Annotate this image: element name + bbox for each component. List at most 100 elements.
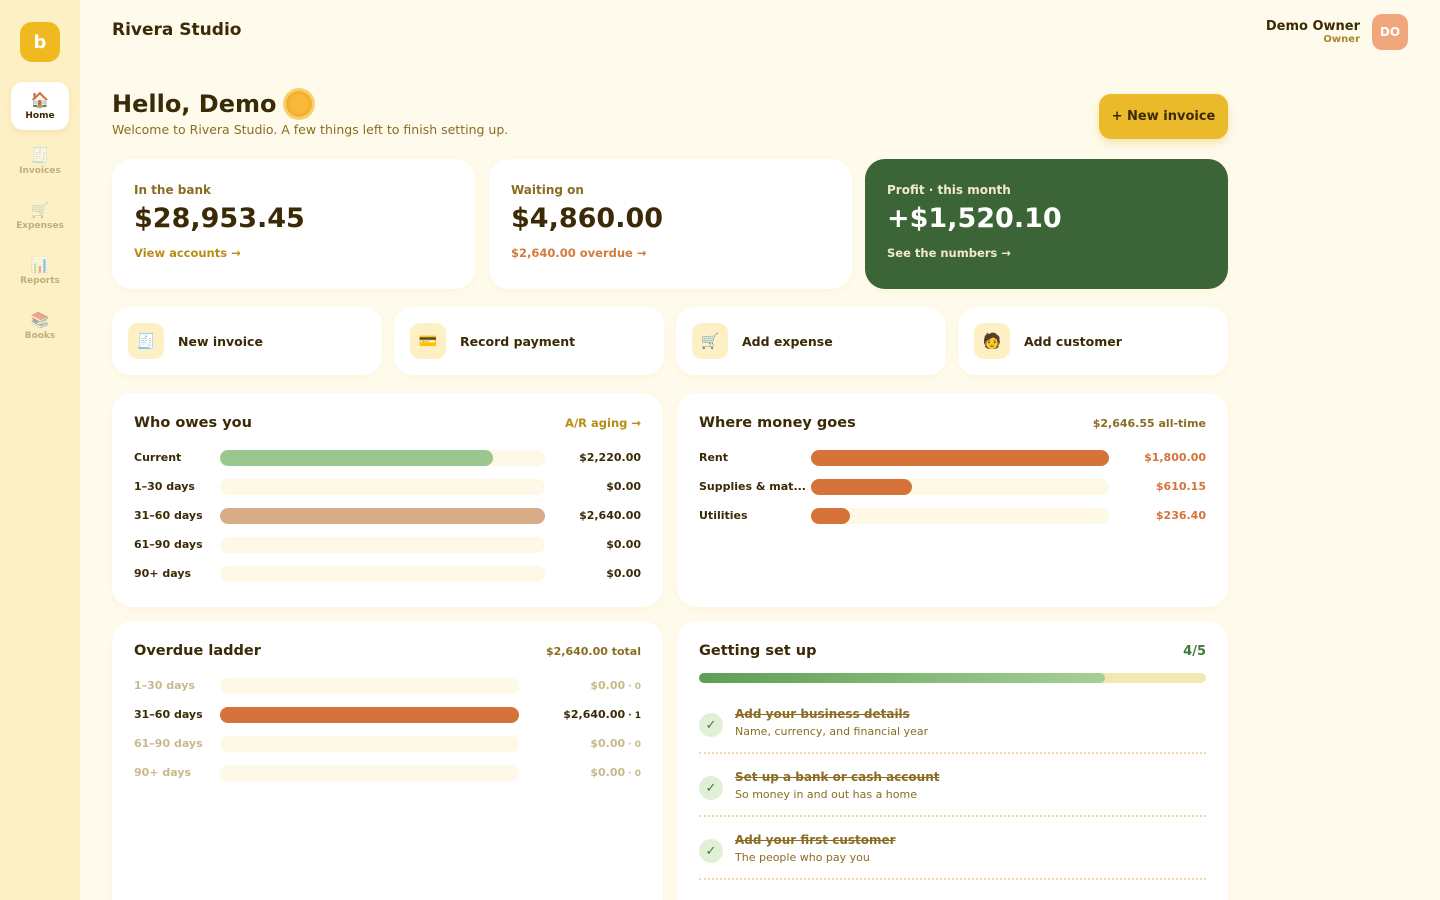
business-name: Rivera Studio	[112, 20, 242, 40]
panel-title: Where money goes	[699, 415, 856, 431]
new-invoice-action[interactable]: 🧾 New invoice	[112, 307, 382, 375]
amount-value: $236.40	[1155, 509, 1206, 522]
amount-value: $0.00	[590, 766, 626, 779]
amount-value: $610.15	[1155, 480, 1206, 493]
amount-value: $2,640.00	[563, 708, 626, 721]
sidebar-item-home[interactable]: 🏠 Home	[11, 82, 69, 130]
row-amount: $0.00	[545, 538, 641, 551]
bank-balance-card: In the bank $28,953.45 View accounts →	[112, 159, 475, 289]
ladder-row: 1–30 days $0.00 · 0	[134, 671, 641, 700]
stat-value: $4,860.00	[511, 203, 664, 234]
overdue-link[interactable]: $2,640.00 overdue →	[511, 246, 647, 260]
record-payment-action[interactable]: 💳 Record payment	[394, 307, 664, 375]
bar-fill	[811, 507, 851, 524]
stat-label: In the bank	[134, 183, 211, 197]
all-time-total: $2,646.55 all-time	[1092, 416, 1206, 430]
person-icon: 🧑	[974, 323, 1010, 359]
row-amount: $0.00	[545, 480, 641, 493]
sidebar-item-label: Books	[24, 331, 56, 341]
setup-panel: Getting set up 4/5 ✓ Add your business de…	[677, 621, 1228, 900]
sidebar-item-invoices[interactable]: 🧾 Invoices	[11, 137, 69, 185]
invoice-icon: 🧾	[128, 323, 164, 359]
row-label: 31–60 days	[134, 509, 203, 522]
row-amount: $236.40	[1109, 509, 1206, 522]
new-invoice-button[interactable]: + New invoice	[1099, 94, 1228, 139]
user-menu[interactable]: Demo Owner Owner DO	[1266, 14, 1408, 50]
row-label: Current	[134, 451, 182, 464]
profit-card: Profit · this month +$1,520.10 See the n…	[865, 159, 1228, 289]
page-subtitle: Welcome to Rivera Studio. A few things l…	[112, 122, 509, 137]
setup-progress-bar	[699, 673, 1206, 683]
step-title: Set up a bank or cash account	[735, 770, 940, 784]
check-icon: ✓	[699, 713, 723, 737]
bar-fill	[811, 478, 912, 495]
bar-fill	[220, 449, 494, 466]
aging-row: Current $2,220.00	[134, 443, 641, 472]
check-icon: ✓	[699, 776, 723, 800]
receivables-panel: Who owes you A/R aging → Current $2,220.0…	[112, 393, 663, 607]
stat-label: Waiting on	[511, 183, 584, 197]
cart-icon: 🛒	[30, 201, 50, 219]
sidebar-item-expenses[interactable]: 🛒 Expenses	[11, 192, 69, 240]
avatar[interactable]: DO	[1372, 14, 1408, 50]
ladder-row: 31–60 days $2,640.00 · 1	[134, 700, 641, 729]
action-label: Add expense	[742, 333, 833, 349]
sidebar-item-books[interactable]: 📚 Books	[11, 302, 69, 350]
invoice-count: · 1	[628, 711, 641, 721]
app-logo[interactable]: b	[20, 22, 60, 62]
step-text: Add your business details Name, currency,…	[735, 707, 928, 738]
add-customer-action[interactable]: 🧑 Add customer	[958, 307, 1228, 375]
panel-title: Overdue ladder	[134, 643, 261, 659]
sidebar-item-label: Home	[25, 111, 55, 121]
row-label: 1–30 days	[134, 480, 195, 493]
bar-fill	[811, 449, 1109, 466]
amount-value: $0.00	[590, 679, 626, 692]
view-accounts-link[interactable]: View accounts →	[134, 246, 241, 260]
panel-title: Getting set up	[699, 643, 817, 659]
setup-progress-fill	[699, 673, 1105, 683]
bar-fill	[220, 706, 519, 723]
greeting: Hello, Demo Welcome to Rivera Studio. A …	[112, 90, 508, 137]
bar-track	[220, 764, 519, 781]
aging-row: 31–60 days $2,640.00	[134, 501, 641, 530]
setup-step[interactable]: ✓ Set up a bank or cash account So money i…	[699, 754, 1206, 817]
setup-step[interactable]: ✓ Add your business details Name, currency…	[699, 691, 1206, 754]
row-label: 1–30 days	[134, 679, 195, 692]
add-expense-action[interactable]: 🛒 Add expense	[676, 307, 946, 375]
step-title: Add your first customer	[735, 833, 896, 847]
invoice-icon: 🧾	[30, 146, 50, 164]
see-numbers-link[interactable]: See the numbers →	[887, 246, 1011, 260]
panel-title: Who owes you	[134, 415, 252, 431]
row-label: 61–90 days	[134, 737, 203, 750]
bar-track	[811, 507, 1109, 524]
sidebar: b 🏠 Home 🧾 Invoices 🛒 Expenses 📊 Reports 📚 Books	[0, 0, 80, 900]
bar-track	[220, 565, 545, 582]
amount-value: $0.00	[606, 538, 641, 551]
setup-step[interactable]: ✓ Add your first customer The people who p…	[699, 817, 1206, 880]
expense-row: Utilities $236.40	[699, 501, 1206, 530]
bar-fill	[220, 507, 545, 524]
check-icon: ✓	[699, 839, 723, 863]
sidebar-item-label: Invoices	[19, 166, 61, 176]
action-label: Add customer	[1024, 333, 1122, 349]
action-label: New invoice	[178, 333, 263, 349]
row-amount: $0.00	[545, 567, 641, 580]
bar-track	[220, 449, 545, 466]
step-text: Set up a bank or cash account So money in…	[735, 770, 939, 801]
cart-icon: 🛒	[692, 323, 728, 359]
books-icon: 📚	[30, 311, 50, 329]
bar-track	[220, 706, 519, 723]
overdue-total: $2,640.00 total	[545, 644, 641, 658]
ar-aging-link[interactable]: A/R aging →	[565, 416, 641, 430]
expense-row: Supplies & mat... $610.15	[699, 472, 1206, 501]
row-label: Supplies & mat...	[699, 480, 806, 493]
amount-value: $2,640.00	[579, 509, 641, 522]
user-role: Owner	[1323, 34, 1360, 45]
ladder-row: 61–90 days $0.00 · 0	[134, 729, 641, 758]
credit-card-icon: 💳	[410, 323, 446, 359]
sidebar-item-reports[interactable]: 📊 Reports	[11, 247, 69, 295]
row-amount: $0.00 · 0	[519, 679, 641, 692]
step-text: Add your first customer The people who pa…	[735, 833, 896, 864]
row-label: 61–90 days	[134, 538, 203, 551]
expenses-panel: Where money goes $2,646.55 all-time Rent…	[677, 393, 1228, 607]
